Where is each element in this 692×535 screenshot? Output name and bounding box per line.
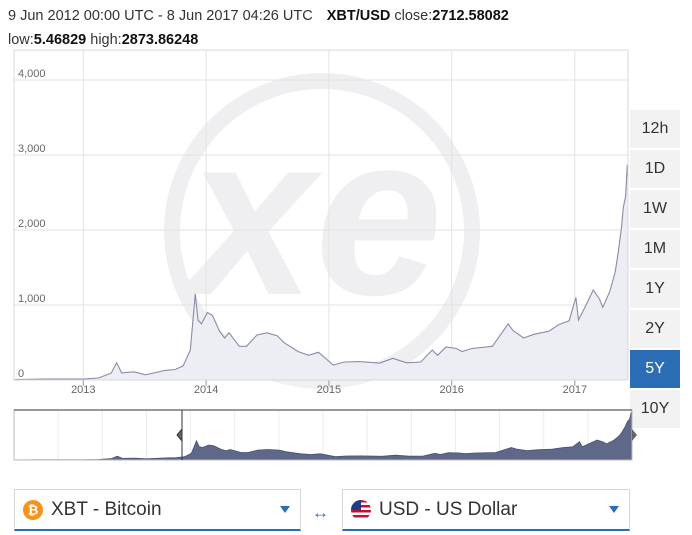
x-tick-label: 2016 — [439, 384, 463, 396]
bitcoin-icon: ₿ — [23, 499, 43, 520]
y-axis-labels: 0 1,000 2,000 3,000 4,000 — [18, 68, 46, 380]
navigator-right-handle[interactable] — [632, 429, 637, 441]
date-range-line: 9 Jun 2012 00:00 UTC - 8 Jun 2017 04:26 … — [8, 8, 509, 24]
range-selector: 12h 1D 1W 1M 1Y 2Y 5Y 10Y — [630, 110, 680, 430]
from-currency-label: XBT - Bitcoin — [51, 498, 162, 520]
swap-arrows-icon[interactable]: ↔ — [312, 503, 329, 522]
us-flag-icon — [351, 499, 371, 520]
low-value: 5.46829 — [33, 32, 87, 48]
chart-area[interactable]: xe 0 1,000 2,000 3,000 4,000 2013 2014 2015 201… — [0, 46, 692, 428]
y-tick-label: 3,000 — [18, 143, 46, 155]
y-tick-label: 0 — [18, 368, 24, 380]
date-range: 9 Jun 2012 00:00 UTC - 8 Jun 2017 04:26 … — [8, 8, 313, 24]
plot-border — [13, 49, 629, 381]
x-tick-label: 2013 — [71, 384, 95, 396]
x-tick-label: 2015 — [317, 384, 341, 396]
range-button-12h[interactable]: 12h — [630, 110, 680, 148]
low-label: low: — [8, 32, 34, 48]
y-tick-label: 4,000 — [18, 68, 46, 80]
close-label: close: — [394, 8, 433, 24]
high-label: high: — [90, 32, 122, 48]
range-button-1m[interactable]: 1M — [630, 230, 680, 268]
pair-label: XBT/USD — [326, 8, 391, 24]
close-value: 2712.58082 — [432, 8, 509, 24]
price-line — [13, 164, 629, 381]
range-button-1y[interactable]: 1Y — [630, 270, 680, 308]
navigator-left-handle[interactable] — [176, 410, 183, 460]
y-tick-label: 2,000 — [18, 218, 46, 230]
navigator[interactable] — [0, 408, 692, 464]
chevron-down-icon — [609, 506, 619, 513]
range-button-1d[interactable]: 1D — [630, 150, 680, 188]
to-currency-select[interactable]: USD - US Dollar — [342, 489, 630, 531]
chevron-down-icon — [280, 506, 290, 513]
navigator-area — [13, 412, 633, 461]
svg-text:₿: ₿ — [28, 502, 39, 517]
range-button-5y[interactable]: 5Y — [630, 350, 680, 388]
x-tick-label: 2017 — [563, 384, 587, 396]
xe-watermark-logo: xe — [164, 73, 480, 389]
x-axis-labels: 2013 2014 2015 2016 2017 — [71, 380, 587, 396]
to-currency-label: USD - US Dollar — [379, 498, 518, 520]
range-button-2y[interactable]: 2Y — [630, 310, 680, 348]
range-button-1w[interactable]: 1W — [630, 190, 680, 228]
from-currency-select[interactable]: ₿ XBT - Bitcoin — [14, 489, 301, 531]
range-button-10y[interactable]: 10Y — [630, 390, 680, 428]
x-tick-label: 2014 — [194, 384, 218, 396]
price-area-fill — [14, 164, 628, 380]
high-value: 2873.86248 — [121, 32, 199, 48]
low-high-line: low:5.46829 high:2873.86248 — [8, 32, 198, 48]
svg-text:xe: xe — [176, 86, 443, 343]
y-tick-label: 1,000 — [18, 293, 46, 305]
